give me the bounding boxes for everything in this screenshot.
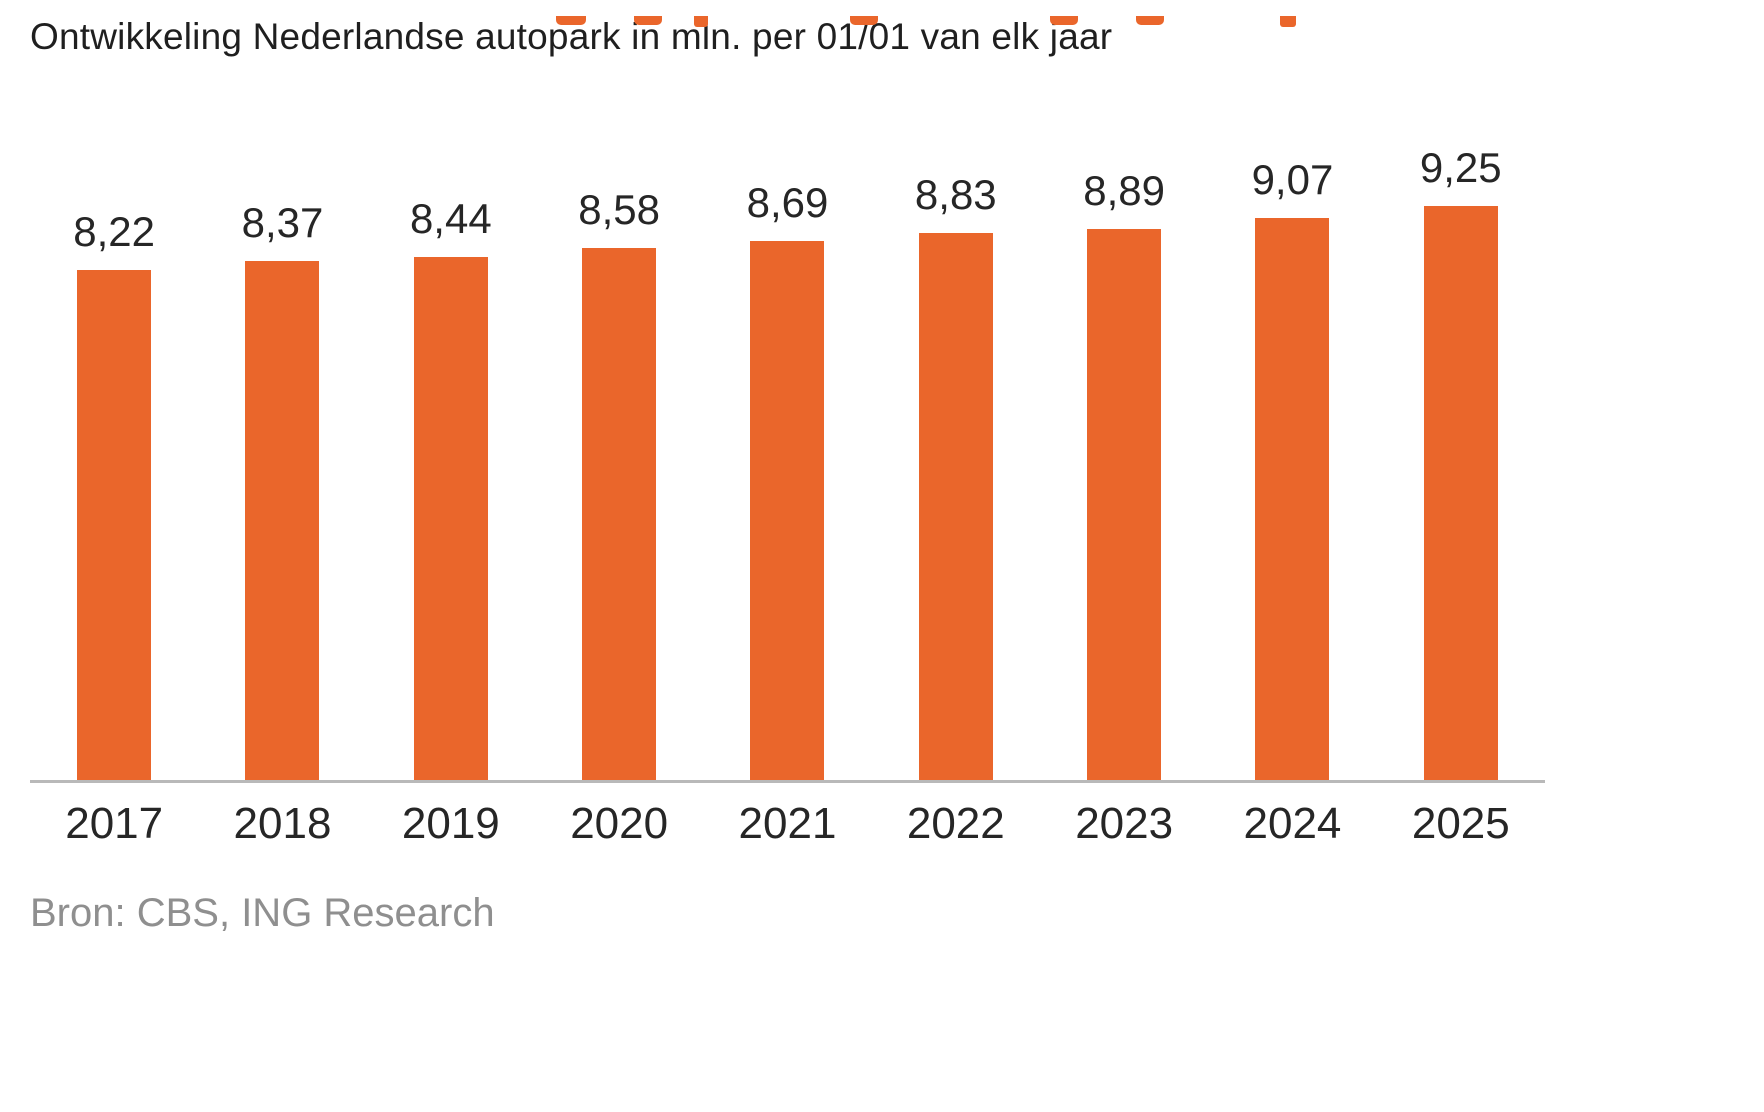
x-axis-label: 2018 [233, 799, 332, 848]
bar-column: 9,25 [1377, 144, 1545, 780]
x-axis-label: 2024 [1243, 799, 1342, 848]
value-label: 8,89 [1083, 167, 1165, 214]
title-fragment [556, 16, 586, 25]
bar-column: 8,37 [198, 199, 366, 780]
x-axis-line [30, 780, 1545, 783]
bar [1255, 218, 1330, 780]
x-axis-label: 2023 [1075, 799, 1174, 848]
bar-column: 8,89 [1040, 167, 1208, 780]
value-label: 9,07 [1251, 156, 1334, 203]
title-fragment [694, 16, 708, 27]
years-row: 2017 2018 2019 2020 2021 2022 2023 2024 2025 [30, 799, 1545, 849]
x-axis-label: 2022 [906, 799, 1005, 848]
value-label: 8,44 [409, 195, 492, 242]
bar [750, 241, 825, 780]
value-label: 8,58 [578, 186, 661, 233]
value-label: 8,37 [241, 199, 324, 246]
value-label: 9,25 [1419, 144, 1502, 191]
bar-column: 9,07 [1208, 156, 1376, 780]
bar [77, 270, 152, 780]
x-axis-label: 2021 [738, 799, 837, 848]
x-axis-label: 2017 [65, 799, 164, 848]
bar [582, 248, 657, 780]
bars-row: 8,22 8,37 8,44 8,58 8,69 8,83 8,89 9,07 9,25 [30, 120, 1545, 780]
bar [413, 257, 488, 780]
x-axis-label: 2025 [1411, 799, 1510, 848]
bar [245, 261, 320, 780]
bar [1423, 206, 1498, 780]
x-axis-label: 2020 [570, 799, 669, 848]
bar-column: 8,69 [703, 179, 871, 780]
source-attribution: Bron: CBS, ING Research [30, 891, 495, 935]
bar-column: 8,58 [535, 186, 703, 780]
title-fragment [850, 16, 878, 25]
bar-chart: 8,22 8,37 8,44 8,58 8,69 8,83 8,89 9,07 9,25 201… [0, 120, 1764, 849]
bar-column: 8,83 [872, 171, 1040, 780]
value-label: 8,69 [746, 179, 829, 226]
bar [1087, 229, 1162, 780]
x-axis-label: 2019 [401, 799, 500, 848]
title-fragment [1136, 16, 1164, 25]
bar [918, 233, 993, 780]
bar-column: 8,44 [367, 195, 535, 780]
value-label: 8,83 [914, 171, 997, 218]
cropped-orange-title-fragments [0, 16, 1764, 28]
value-label: 8,22 [73, 208, 156, 255]
title-fragment [1280, 16, 1296, 27]
title-fragment [634, 16, 662, 25]
plot-area: 8,22 8,37 8,44 8,58 8,69 8,83 8,89 9,07 9,25 201… [30, 120, 1545, 849]
bar-column: 8,22 [30, 208, 198, 780]
title-fragment [1050, 16, 1078, 25]
